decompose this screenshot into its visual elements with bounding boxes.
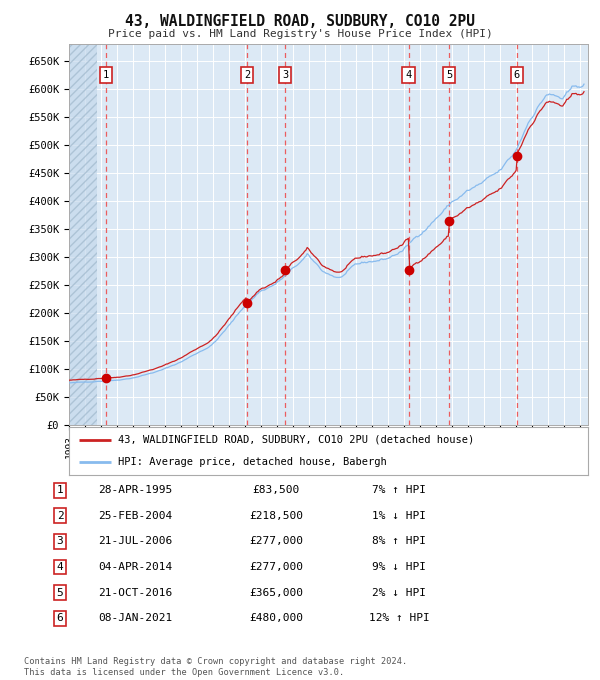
Text: 2% ↓ HPI: 2% ↓ HPI [372, 588, 426, 598]
Text: 04-APR-2014: 04-APR-2014 [98, 562, 172, 572]
Text: 12% ↑ HPI: 12% ↑ HPI [368, 613, 430, 624]
Text: 3: 3 [282, 70, 289, 80]
Text: £83,500: £83,500 [253, 485, 299, 495]
Polygon shape [69, 44, 97, 425]
Text: 1: 1 [56, 485, 64, 495]
Text: 7% ↑ HPI: 7% ↑ HPI [372, 485, 426, 495]
Text: 21-OCT-2016: 21-OCT-2016 [98, 588, 172, 598]
Text: Contains HM Land Registry data © Crown copyright and database right 2024.
This d: Contains HM Land Registry data © Crown c… [24, 657, 407, 677]
Text: 6: 6 [56, 613, 64, 624]
Text: £480,000: £480,000 [249, 613, 303, 624]
Text: 4: 4 [56, 562, 64, 572]
Text: 6: 6 [514, 70, 520, 80]
Text: 43, WALDINGFIELD ROAD, SUDBURY, CO10 2PU: 43, WALDINGFIELD ROAD, SUDBURY, CO10 2PU [125, 14, 475, 29]
Text: 5: 5 [446, 70, 452, 80]
Text: 4: 4 [406, 70, 412, 80]
Text: 5: 5 [56, 588, 64, 598]
Text: 08-JAN-2021: 08-JAN-2021 [98, 613, 172, 624]
Text: 1: 1 [103, 70, 109, 80]
Text: 43, WALDINGFIELD ROAD, SUDBURY, CO10 2PU (detached house): 43, WALDINGFIELD ROAD, SUDBURY, CO10 2PU… [118, 435, 475, 445]
Text: 2: 2 [56, 511, 64, 521]
Text: 1% ↓ HPI: 1% ↓ HPI [372, 511, 426, 521]
Text: 2: 2 [244, 70, 250, 80]
Text: £218,500: £218,500 [249, 511, 303, 521]
Text: 9% ↓ HPI: 9% ↓ HPI [372, 562, 426, 572]
Text: £277,000: £277,000 [249, 562, 303, 572]
Text: £365,000: £365,000 [249, 588, 303, 598]
Text: 3: 3 [56, 537, 64, 547]
Text: Price paid vs. HM Land Registry's House Price Index (HPI): Price paid vs. HM Land Registry's House … [107, 29, 493, 39]
Text: HPI: Average price, detached house, Babergh: HPI: Average price, detached house, Babe… [118, 457, 387, 466]
Text: 8% ↑ HPI: 8% ↑ HPI [372, 537, 426, 547]
Text: £277,000: £277,000 [249, 537, 303, 547]
Text: 28-APR-1995: 28-APR-1995 [98, 485, 172, 495]
Text: 25-FEB-2004: 25-FEB-2004 [98, 511, 172, 521]
Text: 21-JUL-2006: 21-JUL-2006 [98, 537, 172, 547]
